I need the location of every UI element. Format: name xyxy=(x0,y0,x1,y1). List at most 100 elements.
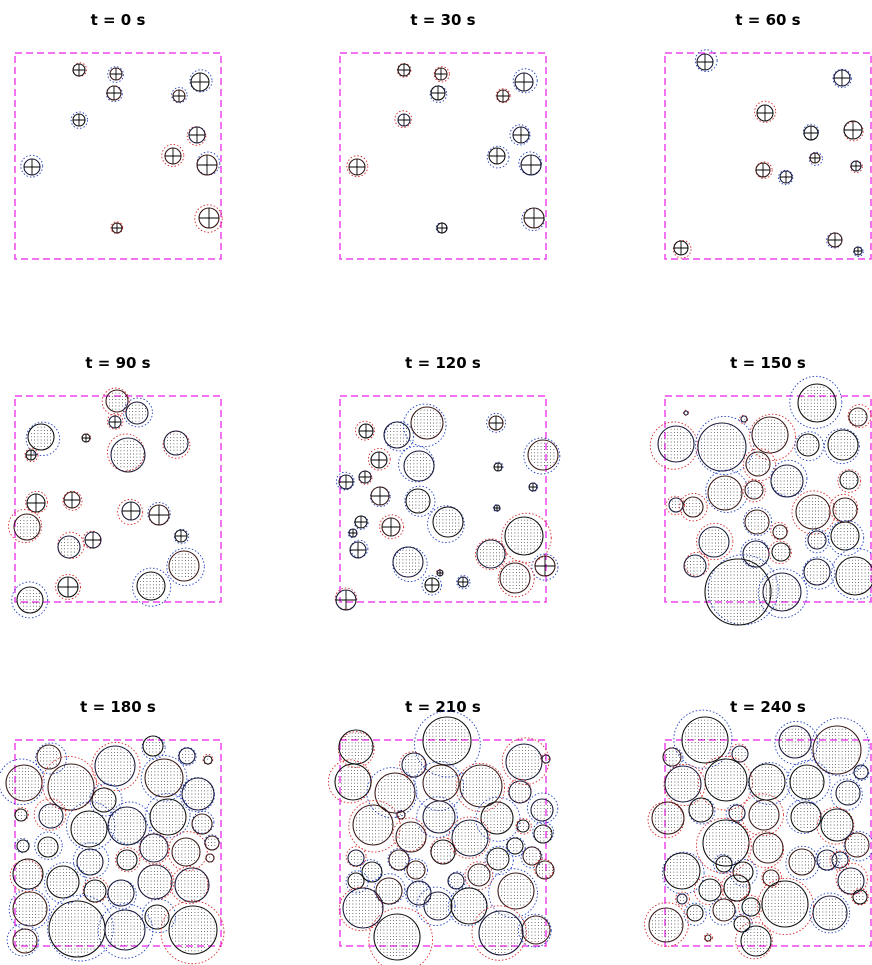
particle xyxy=(683,902,707,926)
predicted-outline-red xyxy=(768,540,792,565)
interior-points xyxy=(661,428,691,459)
particle xyxy=(345,846,367,868)
domain-boundary xyxy=(14,52,222,260)
predicted-outline-red xyxy=(392,817,427,852)
particle-outline xyxy=(657,425,695,463)
particle-outline xyxy=(125,401,149,425)
particle xyxy=(399,751,427,778)
particle-outline xyxy=(715,855,733,873)
particle-outline xyxy=(651,801,685,835)
particle-outline xyxy=(788,848,816,876)
particle-outline xyxy=(107,806,147,846)
particle-outline xyxy=(740,415,748,423)
interior-points xyxy=(80,851,100,872)
interior-points xyxy=(706,822,746,863)
particle xyxy=(447,871,467,890)
particle-outline xyxy=(681,716,729,764)
predicted-outline-blue xyxy=(705,469,749,513)
interior-points xyxy=(692,800,712,821)
predicted-outline-blue xyxy=(789,375,843,429)
particle xyxy=(0,758,45,805)
predicted-outline-blue xyxy=(70,111,88,129)
particle xyxy=(835,862,868,896)
panel-t210: t = 210 s xyxy=(327,698,559,965)
interior-points xyxy=(801,386,834,420)
interior-points xyxy=(208,838,216,847)
predicted-outline-red xyxy=(455,762,506,813)
interior-points xyxy=(407,453,431,478)
interior-points xyxy=(148,761,181,795)
particle xyxy=(34,831,63,861)
interior-points xyxy=(839,559,872,593)
particle xyxy=(712,854,733,875)
particle-outline xyxy=(728,804,746,822)
particle xyxy=(682,409,689,416)
predicted-outline-blue xyxy=(528,482,539,492)
particle-outline xyxy=(139,833,169,863)
predicted-outline-red xyxy=(837,469,862,493)
particle xyxy=(89,783,123,817)
crosshair-mark xyxy=(382,518,400,536)
interior-points xyxy=(525,918,549,943)
particle-outline xyxy=(688,797,714,823)
particle-outline xyxy=(480,801,514,835)
predicted-outline-red xyxy=(694,875,724,905)
particle-outline xyxy=(406,860,426,880)
interior-points xyxy=(680,896,684,901)
interior-points xyxy=(756,835,780,860)
predicted-outline-red xyxy=(115,847,141,873)
predicted-outline-blue xyxy=(804,529,830,554)
predicted-outline-blue xyxy=(166,547,205,587)
particle xyxy=(501,512,552,564)
interior-points xyxy=(98,748,134,785)
particle xyxy=(334,587,358,611)
predicted-outline-blue xyxy=(774,720,819,765)
predicted-outline-blue xyxy=(179,777,216,813)
particle xyxy=(725,803,746,824)
interior-points xyxy=(108,912,144,949)
particle xyxy=(55,574,81,600)
interior-points xyxy=(539,863,553,878)
particle-outline xyxy=(104,909,146,951)
particle-outline xyxy=(831,851,849,869)
particle xyxy=(327,759,372,804)
particle-outline xyxy=(14,808,28,822)
particle xyxy=(804,529,830,554)
particle xyxy=(694,49,718,73)
crosshair-mark xyxy=(697,54,713,70)
particle-outline xyxy=(745,451,771,477)
panel-title: t = 90 s xyxy=(85,354,150,372)
crosshair-mark xyxy=(435,68,447,80)
particle xyxy=(829,850,850,871)
interior-points xyxy=(346,890,382,927)
particle-outline xyxy=(91,787,117,813)
interior-points xyxy=(16,894,46,925)
interior-points xyxy=(701,425,744,469)
predicted-outline-red xyxy=(720,873,750,902)
particle-outline xyxy=(374,772,416,814)
predicted-outline-blue xyxy=(778,169,794,186)
particle-outline xyxy=(76,848,104,876)
particle xyxy=(826,232,843,249)
particle xyxy=(115,847,141,873)
interior-points xyxy=(172,908,215,952)
predicted-outline-blue xyxy=(34,831,63,861)
particle-outline xyxy=(46,865,80,899)
particle xyxy=(742,448,776,482)
particle-outline xyxy=(395,821,427,853)
particle xyxy=(132,567,172,607)
panel-title: t = 210 s xyxy=(405,698,481,716)
panel-t150: t = 150 s xyxy=(649,354,872,626)
interior-points xyxy=(111,882,131,903)
predicted-outline-blue xyxy=(414,761,464,811)
crosshair-mark xyxy=(107,86,121,100)
predicted-outline-red xyxy=(698,755,753,811)
predicted-outline-red xyxy=(748,413,797,461)
particle xyxy=(335,471,355,491)
particle xyxy=(729,743,749,763)
crosshair-mark xyxy=(535,556,555,576)
particle-outline xyxy=(683,410,689,416)
particle xyxy=(831,548,872,600)
predicted-outline-blue xyxy=(493,461,504,472)
crosshair-mark xyxy=(109,416,121,428)
